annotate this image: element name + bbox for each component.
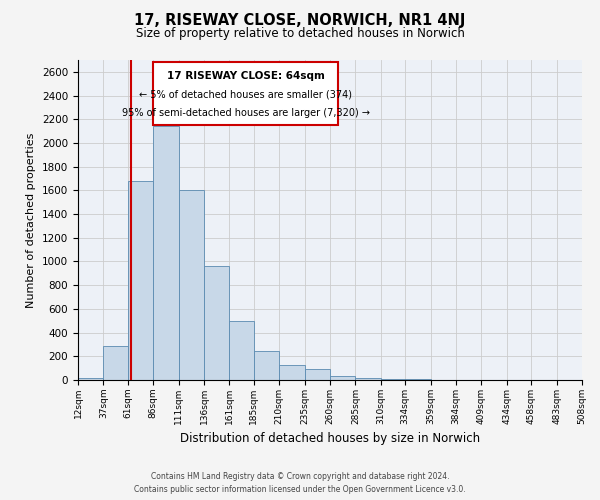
Bar [305,368,330,380]
X-axis label: Distribution of detached houses by size in Norwich: Distribution of detached houses by size … [180,432,480,446]
Bar [229,320,254,380]
Text: ← 5% of detached houses are smaller (374): ← 5% of detached houses are smaller (374… [139,90,352,100]
Bar [153,62,338,124]
Bar [381,379,405,380]
Bar [355,378,381,380]
Bar [103,346,128,380]
Bar [254,351,279,380]
Text: Contains HM Land Registry data © Crown copyright and database right 2024.
Contai: Contains HM Land Registry data © Crown c… [134,472,466,494]
Bar [128,181,153,380]
Bar [78,378,103,380]
Text: 95% of semi-detached houses are larger (7,320) →: 95% of semi-detached houses are larger (… [122,108,370,118]
Text: 17, RISEWAY CLOSE, NORWICH, NR1 4NJ: 17, RISEWAY CLOSE, NORWICH, NR1 4NJ [134,12,466,28]
Bar [179,190,204,380]
Bar [582,378,600,380]
Bar [153,126,179,380]
Bar [330,376,355,380]
Bar [204,266,229,380]
Y-axis label: Number of detached properties: Number of detached properties [26,132,37,308]
Bar [279,365,305,380]
Text: 17 RISEWAY CLOSE: 64sqm: 17 RISEWAY CLOSE: 64sqm [167,72,325,82]
Text: Size of property relative to detached houses in Norwich: Size of property relative to detached ho… [136,28,464,40]
